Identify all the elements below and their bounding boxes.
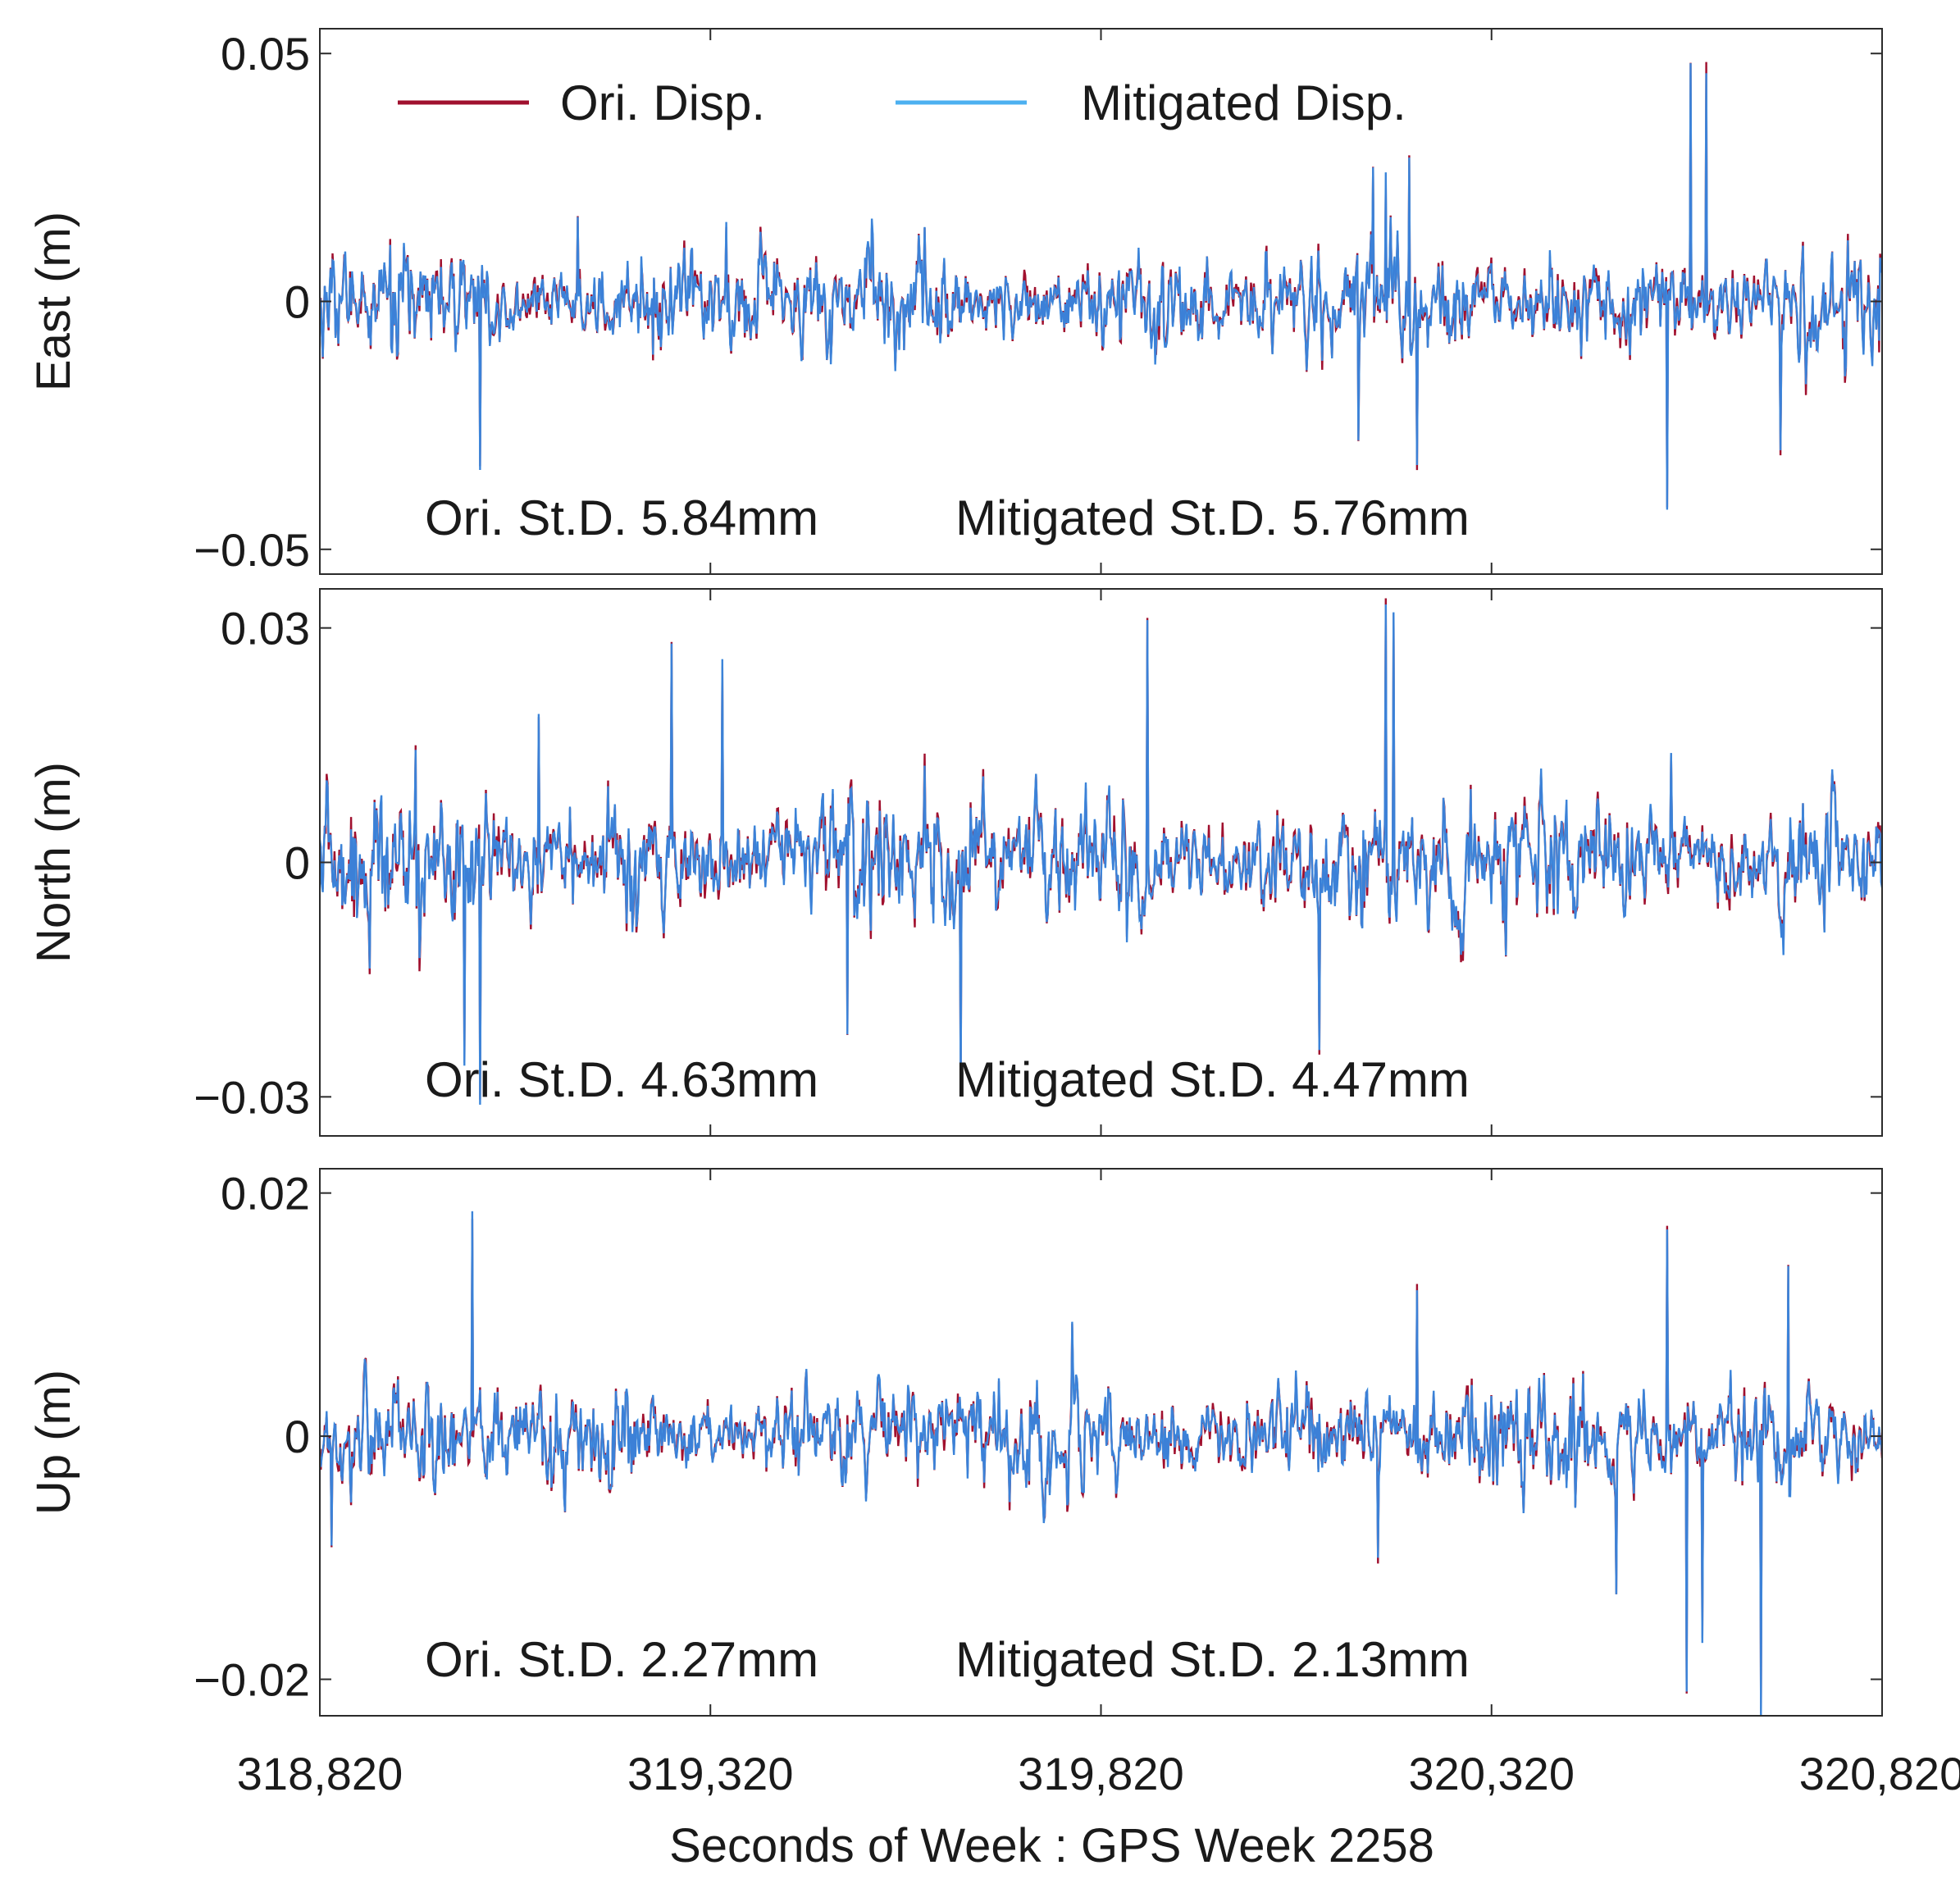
ytick-label-north-1: 0 xyxy=(285,837,310,889)
plot-area-up xyxy=(320,1211,1882,1716)
annotation-ori-east: Ori. St.D. 5.84mm xyxy=(425,490,818,545)
xtick-label-0: 318,820 xyxy=(237,1748,403,1799)
series-overlap-up xyxy=(320,1211,1882,1716)
xtick-label-3: 320,320 xyxy=(1409,1748,1575,1799)
xtick-label-4: 320,820 xyxy=(1799,1748,1960,1799)
series-mitigated-north xyxy=(320,604,1882,1105)
panel-east: −0.05 0 0.05 East (m) Ori. St.D. 5.84mm Mitig… xyxy=(27,28,1883,576)
ylabel-east: East (m) xyxy=(27,212,80,391)
xtick-label-1: 319,320 xyxy=(627,1748,793,1799)
legend-label-mitigated: Mitigated Disp. xyxy=(1081,75,1406,130)
series-overlap-north xyxy=(320,604,1882,1105)
annotation-ori-north: Ori. St.D. 4.63mm xyxy=(425,1052,818,1107)
ytick-label-east-1: 0 xyxy=(285,276,310,328)
legend: Ori. Disp. Mitigated Disp. xyxy=(398,75,1406,130)
plot-area-north xyxy=(320,598,1882,1105)
xtick-label-2: 319,820 xyxy=(1018,1748,1183,1799)
ytick-label-up-1: 0 xyxy=(285,1411,310,1462)
ytick-label-up-2: 0.02 xyxy=(221,1168,310,1220)
ytick-label-up-0: −0.02 xyxy=(194,1654,310,1706)
plot-area-east xyxy=(320,62,1882,510)
ytick-label-north-0: −0.03 xyxy=(194,1071,310,1123)
panel-up: −0.02 0 0.02 Up (m) Ori. St.D. 2.27mm Mitigat… xyxy=(27,1168,1883,1717)
legend-label-ori: Ori. Disp. xyxy=(560,75,765,130)
ylabel-up: Up (m) xyxy=(27,1370,80,1515)
annotation-mitigated-east: Mitigated St.D. 5.76mm xyxy=(955,490,1470,545)
panel-north: −0.03 0 0.03 North (m) Ori. St.D. 4.63mm Miti… xyxy=(27,588,1883,1137)
ytick-label-north-2: 0.03 xyxy=(221,603,310,654)
ytick-label-east-2: 0.05 xyxy=(221,28,310,80)
xlabel: Seconds of Week : GPS Week 2258 xyxy=(669,1819,1434,1872)
annotation-mitigated-up: Mitigated St.D. 2.13mm xyxy=(955,1632,1470,1687)
ylabel-north: North (m) xyxy=(27,762,80,963)
ytick-label-east-0: −0.05 xyxy=(194,524,310,576)
annotation-mitigated-north: Mitigated St.D. 4.47mm xyxy=(955,1052,1470,1107)
series-overlap-east xyxy=(320,63,1882,510)
annotation-ori-up: Ori. St.D. 2.27mm xyxy=(425,1632,818,1687)
